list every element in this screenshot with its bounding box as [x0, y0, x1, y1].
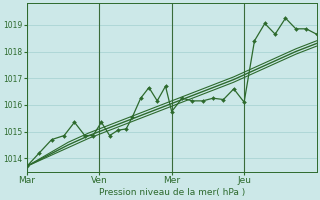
X-axis label: Pression niveau de la mer( hPa ): Pression niveau de la mer( hPa )	[99, 188, 245, 197]
